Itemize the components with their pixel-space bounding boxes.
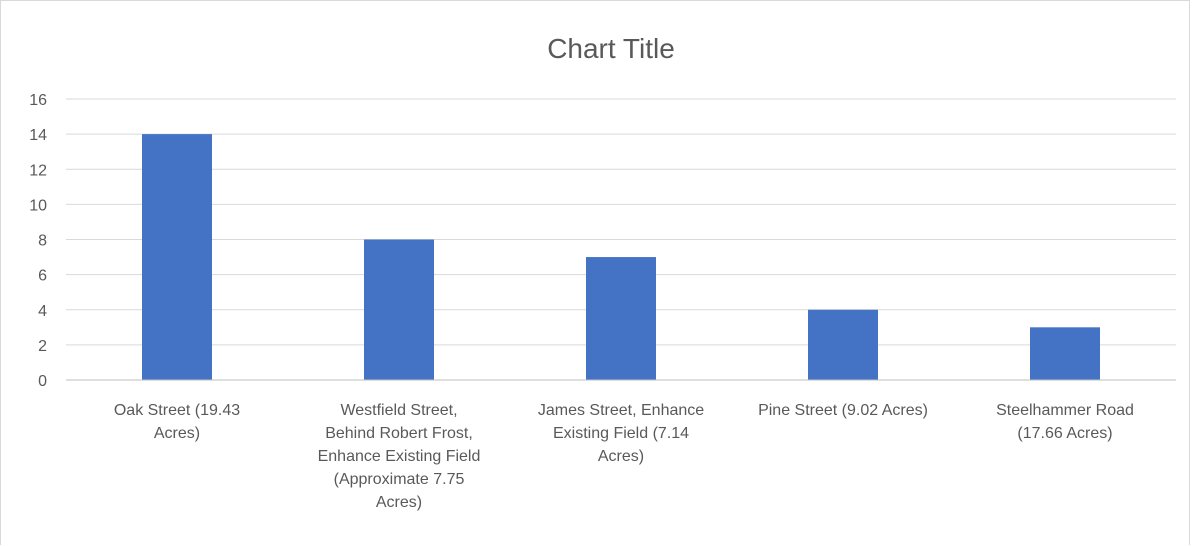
- x-category-label-line: Pine Street (9.02 Acres): [758, 402, 928, 419]
- y-tick-label: 4: [38, 303, 47, 320]
- x-category-label-line: Acres): [376, 494, 422, 511]
- x-category-label: Oak Street (19.43 Acres): [114, 402, 240, 442]
- x-category-label-line: Steelhammer Road: [996, 402, 1134, 419]
- x-category-label-line: (17.66 Acres): [1017, 425, 1112, 442]
- y-tick-label: 2: [38, 338, 47, 355]
- y-axis-ticks: 0 2 4 6 8 10 12 14 16: [29, 92, 47, 390]
- x-category-label-line: (Approximate 7.75: [334, 471, 465, 488]
- x-category-label-line: Oak Street (19.43: [114, 402, 240, 419]
- y-tick-label: 6: [38, 268, 47, 285]
- x-category-label-line: James Street, Enhance: [538, 402, 704, 419]
- bar: [586, 257, 656, 380]
- y-tick-label: 16: [29, 92, 47, 109]
- x-category-label-line: Acres): [598, 448, 644, 465]
- y-tick-label: 10: [29, 197, 47, 214]
- bar: [808, 309, 878, 380]
- bars: [142, 134, 1100, 380]
- x-category-label: Steelhammer Road (17.66 Acres): [996, 402, 1134, 442]
- x-category-label-line: Enhance Existing Field: [318, 448, 481, 465]
- x-category-label: Westfield Street, Behind Robert Frost, Enh…: [318, 402, 481, 511]
- x-category-label: Pine Street (9.02 Acres): [758, 402, 928, 419]
- x-axis-categories: Oak Street (19.43 Acres)Westfield Street,…: [114, 402, 1134, 511]
- x-category-label-line: Behind Robert Frost,: [325, 425, 473, 442]
- bar: [1030, 327, 1100, 380]
- x-category-label: James Street, Enhance Existing Field (7.1…: [538, 402, 704, 465]
- chart-title: Chart Title: [547, 33, 675, 64]
- x-category-label-line: Existing Field (7.14: [553, 425, 689, 442]
- y-tick-label: 12: [29, 162, 47, 179]
- bar: [364, 239, 434, 380]
- y-tick-label: 0: [38, 373, 47, 390]
- y-tick-label: 14: [29, 127, 47, 144]
- bar: [142, 134, 212, 380]
- x-category-label-line: Acres): [154, 425, 200, 442]
- y-tick-label: 8: [38, 233, 47, 250]
- x-category-label-line: Westfield Street,: [340, 402, 457, 419]
